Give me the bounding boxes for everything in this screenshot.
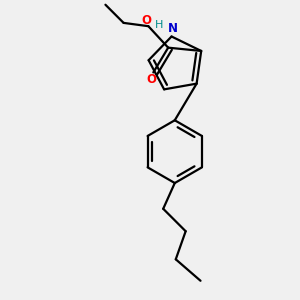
Text: H: H <box>155 20 163 30</box>
Text: O: O <box>147 73 157 86</box>
Text: N: N <box>168 22 178 35</box>
Text: O: O <box>142 14 152 27</box>
